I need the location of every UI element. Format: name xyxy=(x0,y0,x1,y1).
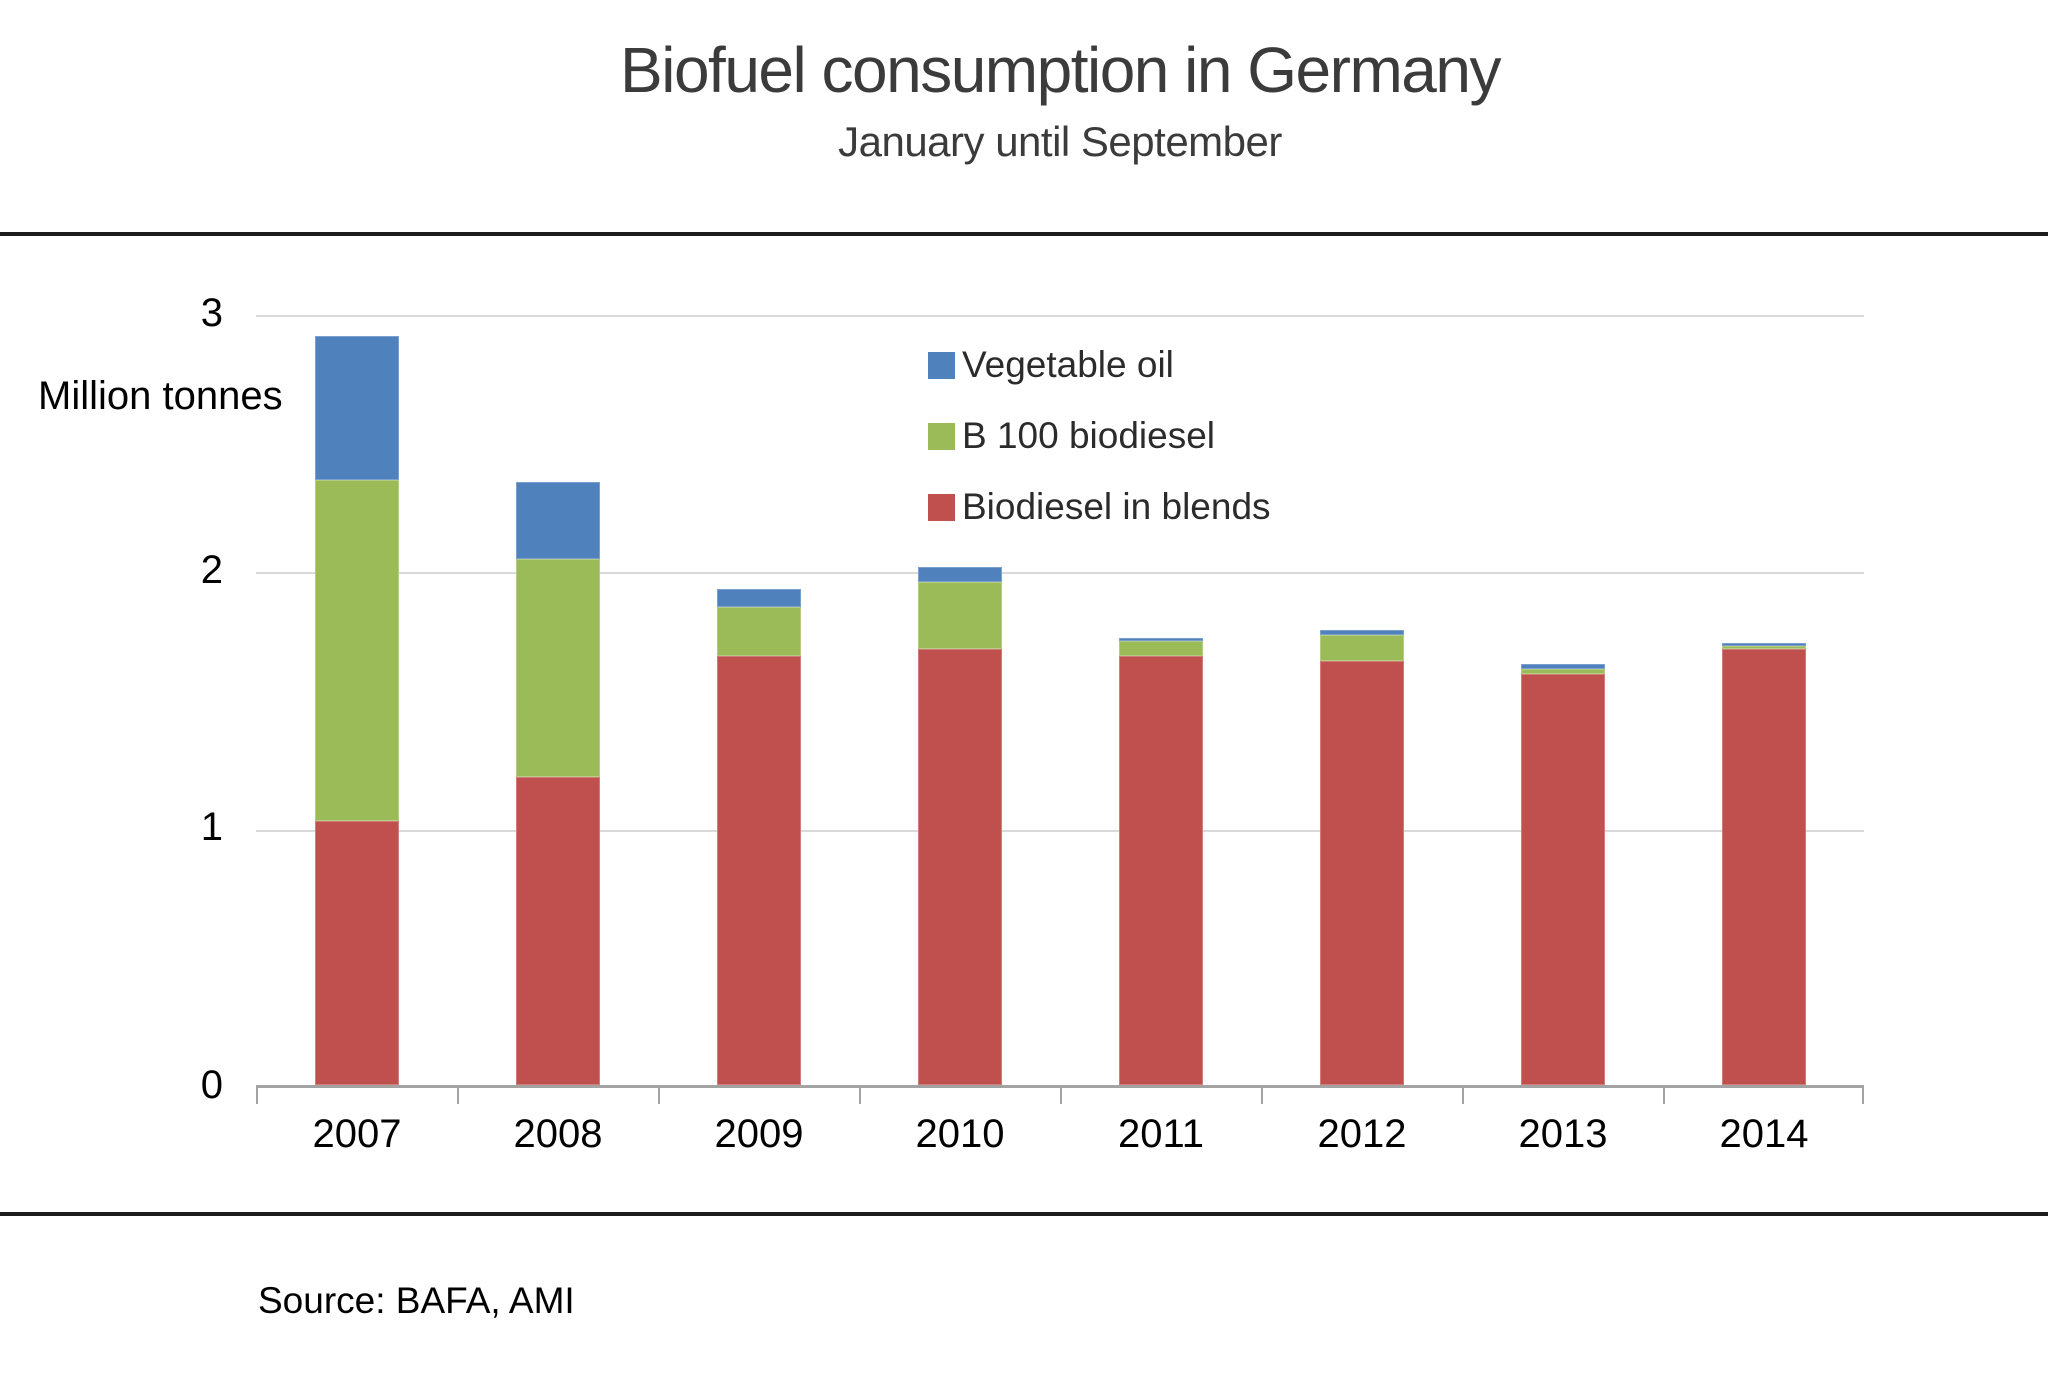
chart-title: Biofuel consumption in Germany xyxy=(620,34,1501,106)
bottom-divider-line xyxy=(0,1212,2048,1216)
legend-swatch-icon xyxy=(928,493,955,521)
x-axis-tick xyxy=(457,1088,459,1104)
legend-label: Vegetable oil xyxy=(962,344,1174,385)
x-axis-tick xyxy=(658,1088,660,1104)
y-tick-label: 1 xyxy=(200,805,223,849)
source-note: Source: BAFA, AMI xyxy=(258,1280,575,1321)
bar-segment-biodiesel-in-blends xyxy=(1320,661,1404,1085)
legend-label: Biodiesel in blends xyxy=(962,486,1271,527)
top-divider-line xyxy=(0,232,2048,236)
x-tick-label-2011: 2011 xyxy=(1117,1112,1204,1156)
bar-segment-biodiesel-in-blends xyxy=(1119,656,1203,1085)
chart-header: Biofuel consumption in Germany January u… xyxy=(72,34,2048,166)
bar-segment-biodiesel-in-blends xyxy=(1722,649,1806,1085)
legend-item: Biodiesel in blends xyxy=(928,486,1271,527)
plot-area xyxy=(256,315,1864,1104)
y-tick-label: 0 xyxy=(200,1063,223,1107)
bar-segment-vegetable-oil xyxy=(717,589,801,607)
bar-segment-vegetable-oil xyxy=(315,336,399,480)
x-tick-label-2007: 2007 xyxy=(312,1112,402,1156)
bar-2009 xyxy=(717,589,801,1085)
gridline-1 xyxy=(256,830,1864,832)
bar-segment-biodiesel-in-blends xyxy=(918,649,1002,1085)
x-axis-tick xyxy=(1060,1088,1062,1104)
bar-segment-b-100-biodiesel xyxy=(1119,641,1203,656)
x-axis-tick xyxy=(256,1088,258,1104)
legend-label: B 100 biodiesel xyxy=(962,415,1216,456)
x-tick-label-2014: 2014 xyxy=(1719,1112,1809,1156)
x-tick-label-2008: 2008 xyxy=(513,1112,603,1156)
bar-segment-b-100-biodiesel xyxy=(1320,635,1404,661)
y-tick-label: 2 xyxy=(200,548,223,592)
bar-segment-b-100-biodiesel xyxy=(516,559,600,777)
x-axis-tick xyxy=(859,1088,861,1104)
bar-2010 xyxy=(918,567,1002,1085)
x-tick-label-2010: 2010 xyxy=(915,1112,1005,1156)
bar-segment-b-100-biodiesel xyxy=(1722,646,1806,649)
bar-segment-biodiesel-in-blends xyxy=(315,821,399,1085)
bar-2008 xyxy=(516,482,600,1085)
bar-segment-vegetable-oil xyxy=(918,567,1002,582)
gridline-3 xyxy=(256,315,1864,317)
bar-2007 xyxy=(315,336,399,1085)
x-tick-label-2013: 2013 xyxy=(1518,1112,1608,1156)
bar-2012 xyxy=(1320,630,1404,1085)
bar-segment-biodiesel-in-blends xyxy=(717,656,801,1085)
y-axis-title: Million tonnes xyxy=(38,374,283,418)
legend-item: Vegetable oil xyxy=(928,344,1271,385)
bar-segment-vegetable-oil xyxy=(516,482,600,559)
bar-segment-b-100-biodiesel xyxy=(717,607,801,656)
bar-segment-vegetable-oil xyxy=(1521,664,1605,669)
x-axis-line xyxy=(256,1085,1864,1088)
bar-segment-vegetable-oil xyxy=(1722,643,1806,646)
y-tick-label: 3 xyxy=(200,291,223,335)
chart-subtitle: January until September xyxy=(838,117,1282,165)
legend-item: B 100 biodiesel xyxy=(928,415,1271,456)
bar-segment-b-100-biodiesel xyxy=(918,582,1002,649)
bar-2011 xyxy=(1119,638,1203,1085)
legend-swatch-icon xyxy=(928,351,955,379)
gridline-2 xyxy=(256,572,1864,574)
x-axis-tick xyxy=(1663,1088,1665,1104)
bar-2014 xyxy=(1722,643,1806,1085)
x-tick-label-2009: 2009 xyxy=(714,1112,804,1156)
x-axis-tick xyxy=(1862,1088,1864,1104)
bar-segment-vegetable-oil xyxy=(1119,638,1203,641)
x-tick-label-2012: 2012 xyxy=(1317,1112,1407,1156)
bar-segment-biodiesel-in-blends xyxy=(1521,674,1605,1085)
x-axis-tick xyxy=(1462,1088,1464,1104)
bar-2013 xyxy=(1521,664,1605,1085)
bar-segment-b-100-biodiesel xyxy=(1521,669,1605,674)
legend: Vegetable oil B 100 biodiesel Biodiesel in… xyxy=(928,344,1271,563)
legend-swatch-icon xyxy=(928,422,955,450)
bar-segment-biodiesel-in-blends xyxy=(516,777,600,1085)
bar-segment-b-100-biodiesel xyxy=(315,480,399,821)
x-axis-tick xyxy=(1261,1088,1263,1104)
bar-segment-vegetable-oil xyxy=(1320,630,1404,635)
